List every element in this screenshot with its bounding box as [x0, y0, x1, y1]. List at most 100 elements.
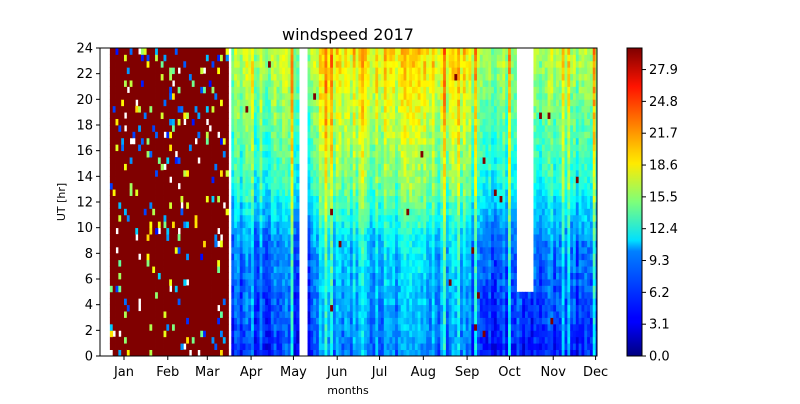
heatmap-cell [172, 163, 176, 171]
heatmap-cell [234, 54, 238, 62]
heatmap-cell [372, 317, 376, 325]
heatmap-cell [352, 349, 356, 356]
heatmap-cell [172, 285, 176, 293]
heatmap-cell [287, 54, 292, 62]
heatmap-cell [290, 60, 294, 68]
heatmap-cell [268, 86, 272, 94]
heatmap-cell [239, 105, 243, 113]
heatmap-cell [203, 125, 207, 132]
heatmap-cell [183, 266, 187, 273]
heatmap-cell [321, 285, 325, 293]
heatmap-cell [248, 253, 252, 261]
heatmap-cell [155, 272, 159, 280]
heatmap-cell [364, 208, 368, 216]
heatmap-cell [352, 112, 356, 119]
heatmap-cell [344, 298, 348, 306]
heatmap-cell [366, 86, 371, 94]
heatmap-cell [335, 208, 340, 216]
heatmap-cell [143, 73, 147, 81]
heatmap-cell [200, 157, 204, 164]
heatmap-cell [121, 208, 125, 216]
heatmap-cell [143, 208, 147, 216]
heatmap-cell [245, 304, 249, 312]
heatmap-cell [188, 291, 193, 299]
heatmap-cell [276, 54, 280, 62]
heatmap-cell [335, 112, 340, 119]
heatmap-cell [279, 80, 283, 87]
heatmap-cell [389, 112, 393, 119]
heatmap-cell [369, 169, 373, 177]
heatmap-cell [231, 234, 235, 241]
heatmap-cell [347, 279, 351, 286]
heatmap-cell [349, 189, 354, 196]
heatmap-cell [180, 259, 184, 267]
heatmap-cell [332, 227, 337, 235]
heatmap-cell [324, 118, 328, 126]
heatmap-cell [194, 304, 198, 312]
heatmap-cell [152, 137, 156, 145]
heatmap-cell [375, 330, 379, 338]
heatmap-cell [361, 137, 365, 145]
heatmap-cell [324, 349, 328, 356]
heatmap-cell [372, 80, 376, 87]
heatmap-cell [118, 182, 122, 190]
heatmap-cell [347, 157, 351, 164]
heatmap-cell [155, 298, 159, 306]
heatmap-cell [366, 259, 371, 267]
heatmap-cell [132, 99, 136, 107]
heatmap-cell [397, 304, 402, 312]
heatmap-cell [234, 234, 238, 241]
heatmap-cell [321, 227, 325, 235]
heatmap-cell [220, 304, 224, 312]
heatmap-cell [220, 253, 224, 261]
heatmap-cell [194, 118, 198, 126]
heatmap-cell [380, 92, 385, 100]
heatmap-cell [118, 99, 122, 107]
heatmap-cell [282, 80, 286, 87]
heatmap-cell [338, 150, 342, 158]
heatmap-cell [361, 163, 365, 171]
heatmap-cell [389, 208, 393, 216]
heatmap-cell [152, 214, 156, 222]
heatmap-cell [253, 131, 258, 139]
heatmap-cell [169, 323, 173, 331]
heatmap-cell [231, 176, 235, 184]
heatmap-cell [239, 272, 243, 280]
heatmap-cell [118, 246, 122, 254]
heatmap-cell [321, 125, 325, 132]
heatmap-cell [245, 272, 249, 280]
heatmap-cell [112, 169, 116, 177]
heatmap-cell [364, 298, 368, 306]
heatmap-cell [160, 240, 164, 248]
heatmap-cell [383, 253, 388, 261]
heatmap-cell [186, 182, 190, 190]
heatmap-cell [389, 144, 393, 152]
heatmap-cell [262, 137, 266, 145]
heatmap-cell [361, 291, 365, 299]
heatmap-cell [409, 323, 413, 331]
heatmap-cell [409, 60, 413, 68]
heatmap-cell [358, 214, 362, 222]
heatmap-cell [172, 131, 176, 139]
heatmap-cell [118, 54, 122, 62]
heatmap-cell [177, 125, 181, 132]
heatmap-cell [270, 221, 275, 229]
heatmap-cell [296, 137, 300, 145]
heatmap-cell [276, 157, 280, 164]
heatmap-cell [177, 86, 181, 94]
heatmap-cell [126, 227, 131, 235]
heatmap-cell [259, 304, 263, 312]
heatmap-cell [180, 131, 184, 139]
heatmap-cell [160, 48, 164, 55]
heatmap-cell [231, 336, 235, 344]
heatmap-cell [332, 163, 337, 171]
heatmap-cell [163, 266, 167, 273]
heatmap-cell [135, 311, 139, 318]
heatmap-cell [214, 99, 218, 107]
heatmap-cell [392, 279, 396, 286]
heatmap-cell [231, 272, 235, 280]
heatmap-cell [392, 157, 396, 164]
heatmap-cell [338, 80, 342, 87]
heatmap-cell [126, 144, 131, 152]
heatmap-cell [341, 144, 345, 152]
